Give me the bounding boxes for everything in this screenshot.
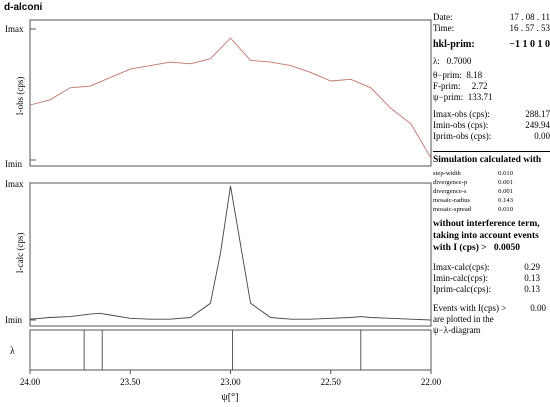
note-line-1: without interference term,: [433, 219, 540, 229]
psi-value: 133.71: [467, 92, 493, 102]
time-row: Time: 16 . 57 . 53: [433, 23, 550, 34]
divider: [433, 151, 550, 152]
time-label: Time:: [433, 23, 455, 33]
events-line-2: are plotted in the: [433, 314, 494, 324]
param-label: step-width: [433, 170, 461, 177]
param-row: mosaic-spread 0.010: [433, 205, 513, 214]
x-tick-label: 23.00: [220, 377, 241, 387]
theta-label: θ−prim:: [433, 70, 462, 80]
lambda-label: λ:: [433, 56, 440, 66]
param-value: 0.010: [498, 170, 513, 177]
lambda-value: 0.7000: [446, 56, 472, 66]
f-row: F-prim: 2.72: [433, 81, 550, 92]
imin-obs-label: Imin-obs (cps):: [433, 120, 489, 130]
time-value: 16 . 57 . 53: [509, 23, 550, 33]
hkl-label: hkl-prim:: [433, 39, 475, 50]
x-axis-ticks: 24.00 23.50 23.00 22.50 22.00: [20, 370, 442, 387]
param-value: 0.143: [498, 197, 513, 204]
iprim-obs-row: Iprim-obs (cps): 0.00: [433, 131, 550, 142]
imax-obs-value: 288.17: [525, 109, 550, 119]
x-axis-label: ψ[°]: [222, 392, 239, 403]
imax-obs-row: Imax-obs (cps): 288.17: [433, 109, 550, 120]
note-line-3-text: with I (cps) >: [433, 243, 487, 253]
psi-label: ψ−prim:: [433, 92, 464, 102]
param-row: divergence-p 0.001: [433, 178, 513, 187]
events-line-1-text: Events with I(cps) >: [433, 303, 507, 313]
imin-calc-row: Imin-calc(cps): 0.13: [433, 273, 550, 284]
x-tick-label: 22.00: [421, 377, 442, 387]
imin-calc-label: Imin-calc(cps):: [433, 273, 488, 283]
observed-ylabel: I-obs (cps): [15, 77, 25, 116]
x-tick-label: 23.50: [120, 377, 141, 387]
param-label: mosaic-spread: [433, 206, 472, 213]
param-label: divergence-s: [433, 188, 467, 195]
calculated-imax-label: Imax: [5, 179, 24, 189]
calculated-ylabel: I-calc (cps): [15, 233, 25, 274]
param-row: divergence-s 0.001: [433, 187, 513, 196]
theta-value: 8.18: [466, 70, 483, 80]
lambda-row: λ: 0.7000: [433, 56, 550, 67]
hkl-row: hkl-prim: −1 1 0 1 0: [433, 39, 550, 50]
param-value: 0.001: [498, 188, 513, 195]
events-value: 0.00: [530, 303, 546, 313]
imin-obs-row: Imin-obs (cps): 249.94: [433, 120, 550, 131]
psi-row: ψ−prim: 133.71: [433, 92, 550, 103]
f-value: 2.72: [471, 81, 488, 91]
simulation-params: step-width 0.010 divergence-p 0.001 diverg…: [433, 169, 550, 214]
date-label: Date:: [433, 12, 453, 22]
f-label: F-prim:: [433, 81, 461, 91]
events-ylabel: λ: [10, 346, 15, 357]
iprim-calc-row: Iprim-calc(cps): 0.13: [433, 284, 550, 295]
imin-obs-value: 249.94: [525, 120, 550, 130]
imin-calc-value: 0.13: [524, 273, 540, 283]
note-line-2: taking into account events: [433, 231, 539, 241]
x-tick-label: 24.00: [20, 377, 41, 387]
simulation-note: without interference term, taking into a…: [433, 218, 550, 254]
imax-calc-value: 0.29: [524, 262, 540, 272]
iprim-obs-value: 0.00: [534, 131, 550, 141]
date-value: 17 . 08 . 11: [509, 12, 550, 22]
iprim-obs-label: Iprim-obs (cps):: [433, 131, 492, 141]
observed-panel-frame: [29, 19, 432, 167]
param-value: 0.001: [498, 179, 513, 186]
chart-title: d-alconi: [4, 2, 43, 13]
param-label: mosaic-radius: [433, 197, 470, 204]
iprim-calc-value: 0.13: [524, 284, 540, 294]
events-note: Events with I(cps) > 0.00 are plotted in …: [433, 303, 550, 336]
simulation-heading: Simulation calculated with: [433, 155, 542, 165]
note-line-3: with I (cps) > 0.0050: [433, 242, 550, 254]
param-value: 0.010: [498, 206, 513, 213]
calculated-imin-label: Imin: [5, 315, 22, 325]
observed-imin-label: Imin: [5, 159, 22, 169]
calculated-series-line: [29, 185, 432, 321]
param-row: step-width 0.010: [433, 169, 513, 178]
events-marks: [83, 330, 362, 370]
info-panel: Date: 17 . 08 . 11 Time: 16 . 57 . 53 hkl-…: [433, 12, 550, 336]
events-line-1: Events with I(cps) > 0.00: [433, 303, 550, 314]
date-row: Date: 17 . 08 . 11: [433, 12, 550, 23]
threshold-value: 0.0050: [493, 243, 520, 253]
calculated-panel-frame: [29, 182, 432, 327]
observed-series-line: [29, 37, 432, 159]
theta-row: θ−prim: 8.18: [433, 70, 550, 81]
events-line-3: ψ−λ-diagram: [433, 325, 481, 335]
imax-calc-label: Imax-calc(cps):: [433, 262, 490, 272]
observed-imax-label: Imax: [5, 24, 24, 34]
hkl-value: −1 1 0 1 0: [509, 39, 550, 50]
param-row: mosaic-radius 0.143: [433, 196, 513, 205]
param-label: divergence-p: [433, 179, 468, 186]
iprim-calc-label: Iprim-calc(cps):: [433, 284, 491, 294]
events-panel-frame: [29, 329, 432, 371]
x-tick-label: 22.50: [321, 377, 342, 387]
imax-calc-row: Imax-calc(cps): 0.29: [433, 262, 550, 273]
imax-obs-label: Imax-obs (cps):: [433, 109, 490, 119]
